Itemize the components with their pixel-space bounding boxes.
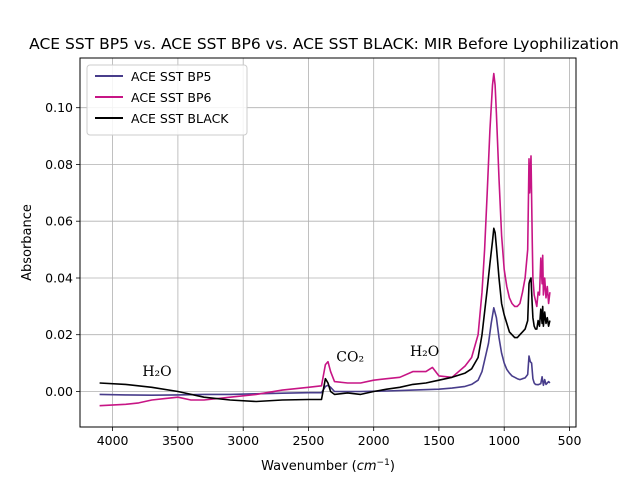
y-tick-label: 0.02 xyxy=(45,327,73,342)
annotations: H₂O CO₂ H₂O xyxy=(142,344,439,380)
chart-title: ACE SST BP5 vs. ACE SST BP6 vs. ACE SST … xyxy=(29,35,619,53)
x-tick-label: 4000 xyxy=(97,433,129,448)
y-tick-label: 0.00 xyxy=(45,384,73,399)
x-tick-label: 500 xyxy=(558,433,582,448)
x-axis-label-unit: cm xyxy=(357,459,377,474)
x-tick-label: 3000 xyxy=(227,433,259,448)
annotation-label: H₂O xyxy=(410,344,439,360)
x-tick-label: 3500 xyxy=(162,433,194,448)
series-line-black xyxy=(99,227,551,403)
legend-label-black: ACE SST BLACK xyxy=(131,111,229,126)
y-tick-label: 0.04 xyxy=(45,271,73,286)
legend-label-bp5: ACE SST BP5 xyxy=(131,69,211,84)
axis-ticks: 4000 3500 3000 2500 2000 1500 1000 500 0.00 0.02 0… xyxy=(45,100,581,448)
x-tick-label: 1500 xyxy=(423,433,455,448)
x-tick-label: 1000 xyxy=(488,433,520,448)
legend-box xyxy=(86,64,248,136)
y-axis-label: Absorbance xyxy=(20,204,35,281)
series-lines xyxy=(99,72,551,407)
y-tick-label: 0.06 xyxy=(45,214,73,229)
x-tick-label: 2500 xyxy=(292,433,324,448)
x-axis-label: Wavenumber (cm−1) xyxy=(261,458,395,474)
x-tick-label: 2000 xyxy=(358,433,390,448)
y-tick-label: 0.08 xyxy=(45,157,73,172)
series-line-bp6 xyxy=(99,72,551,407)
x-axis-label-close: ) xyxy=(390,459,395,474)
annotation-label: H₂O xyxy=(142,364,171,380)
series-line-bp5 xyxy=(99,306,551,397)
annotation-label: CO₂ xyxy=(336,350,364,366)
x-axis-label-main: Wavenumber ( xyxy=(261,459,357,474)
legend-label-bp6: ACE SST BP6 xyxy=(131,90,212,105)
y-tick-label: 0.10 xyxy=(45,100,73,115)
legend: ACE SST BP5 ACE SST BP6 ACE SST BLACK xyxy=(86,64,248,136)
plot-frame xyxy=(79,57,577,428)
x-axis-label-exponent: −1 xyxy=(377,458,390,468)
